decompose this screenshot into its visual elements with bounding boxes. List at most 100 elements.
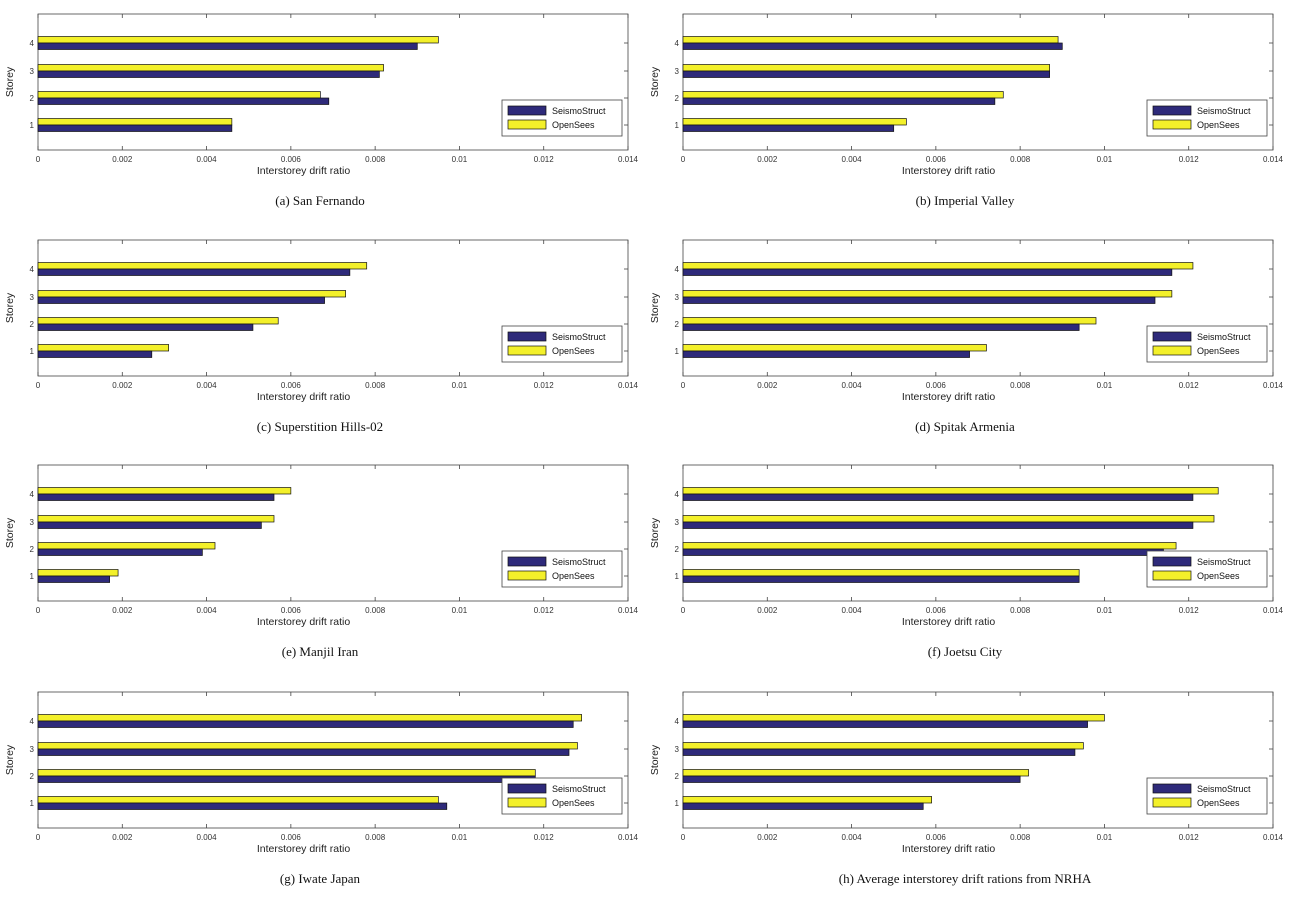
x-tick-label: 0.004 <box>197 381 218 390</box>
legend-swatch <box>507 105 547 116</box>
bar-opensees-storey-4 <box>682 262 1194 270</box>
x-tick-label: 0.014 <box>1263 833 1284 842</box>
y-tick-label: 3 <box>30 745 35 754</box>
x-tick-label: 0.006 <box>926 381 947 390</box>
bar-opensees-storey-1 <box>682 796 932 804</box>
bar-seismostruct-storey-2 <box>37 775 536 783</box>
legend-entry: OpenSees <box>1197 798 1240 808</box>
chart-panel: 0 0.002 0.004 0.006 0.008 0.01 0.012 0.014 1 2 3 4 I… <box>645 680 1285 902</box>
axes-frame <box>37 13 629 151</box>
axes-frame <box>37 239 629 377</box>
bar-seismostruct-storey-2 <box>682 775 1021 783</box>
x-tick-label: 0.006 <box>926 155 947 164</box>
x-tick-label: 0.01 <box>452 381 468 390</box>
bar-seismostruct-storey-2 <box>682 97 996 105</box>
x-tick-label: 0.002 <box>757 381 778 390</box>
bar-opensees-storey-3 <box>682 290 1173 298</box>
legend-entry: SeismoStruct <box>552 784 606 794</box>
bar-opensees-storey-4 <box>682 487 1219 495</box>
bar-seismostruct-storey-1 <box>37 124 233 132</box>
x-tick-label: 0.002 <box>112 606 133 615</box>
y-tick-label: 2 <box>30 545 35 554</box>
legend-entry: SeismoStruct <box>1197 106 1251 116</box>
x-tick-label: 0.012 <box>534 606 555 615</box>
legend-entry: SeismoStruct <box>552 332 606 342</box>
figure-caption: (b) Imperial Valley <box>915 193 1015 208</box>
bar-opensees-storey-1 <box>37 796 439 804</box>
y-tick-label: 1 <box>675 572 680 581</box>
bar-seismostruct-storey-1 <box>682 802 924 810</box>
bar-chart-svg: 0 0.002 0.004 0.006 0.008 0.01 0.012 0.014 1 2 3 4 I… <box>4 464 639 628</box>
x-axis-label: Interstorey drift ratio <box>257 616 351 628</box>
x-tick-label: 0.002 <box>757 606 778 615</box>
x-tick-label: 0.002 <box>112 833 133 842</box>
bar-opensees-storey-2 <box>682 769 1029 777</box>
x-tick-label: 0.014 <box>1263 606 1284 615</box>
x-tick-label: 0.002 <box>757 833 778 842</box>
x-tick-label: 0.004 <box>842 606 863 615</box>
legend: SeismoStruct OpenSees <box>501 325 623 363</box>
legend-swatch <box>507 331 547 342</box>
bar-opensees-storey-3 <box>682 64 1050 72</box>
x-tick-label: 0.012 <box>1179 606 1200 615</box>
x-tick-label: 0.014 <box>1263 155 1284 164</box>
bar-seismostruct-storey-4 <box>682 493 1194 501</box>
x-tick-label: 0.014 <box>1263 381 1284 390</box>
legend-swatch <box>507 345 547 356</box>
y-tick-label: 3 <box>30 518 35 527</box>
y-tick-label: 2 <box>675 94 680 103</box>
y-tick-label: 4 <box>30 490 35 499</box>
y-axis-label: Storey <box>4 744 16 775</box>
x-tick-label: 0.014 <box>618 381 639 390</box>
figure-caption: (d) Spitak Armenia <box>915 419 1015 434</box>
x-tick-label: 0.008 <box>365 155 386 164</box>
bar-opensees-storey-3 <box>682 742 1084 750</box>
y-tick-label: 1 <box>30 799 35 808</box>
x-tick-label: 0.012 <box>534 833 555 842</box>
x-axis-label: Interstorey drift ratio <box>257 843 351 855</box>
bar-opensees-storey-2 <box>37 542 216 550</box>
x-axis-label: Interstorey drift ratio <box>902 391 996 403</box>
bar-opensees-storey-4 <box>682 714 1105 722</box>
bar-chart-svg: 0 0.002 0.004 0.006 0.008 0.01 0.012 0.014 1 2 3 4 I… <box>4 13 639 177</box>
bar-opensees-storey-3 <box>37 515 275 523</box>
bar-opensees-storey-2 <box>682 317 1097 325</box>
bar-chart-svg: 0 0.002 0.004 0.006 0.008 0.01 0.012 0.014 1 2 3 4 I… <box>649 239 1284 403</box>
legend-swatch <box>1152 570 1192 581</box>
y-tick-label: 2 <box>30 94 35 103</box>
legend-swatch <box>507 119 547 130</box>
bar-chart-svg: 0 0.002 0.004 0.006 0.008 0.01 0.012 0.014 1 2 3 4 I… <box>649 464 1284 628</box>
legend-entry: SeismoStruct <box>1197 784 1251 794</box>
chart-panel: 0 0.002 0.004 0.006 0.008 0.01 0.012 0.014 1 2 3 4 I… <box>0 453 640 675</box>
x-tick-label: 0.01 <box>1097 833 1113 842</box>
y-tick-label: 1 <box>30 347 35 356</box>
legend-swatch <box>1152 331 1192 342</box>
y-tick-label: 1 <box>30 121 35 130</box>
legend: SeismoStruct OpenSees <box>1146 99 1268 137</box>
x-tick-label: 0.012 <box>1179 381 1200 390</box>
chart-panel: 0 0.002 0.004 0.006 0.008 0.01 0.012 0.014 1 2 3 4 I… <box>645 453 1285 675</box>
axes-frame <box>37 691 629 829</box>
legend-entry: OpenSees <box>552 798 595 808</box>
x-tick-label: 0.006 <box>281 606 302 615</box>
bar-opensees-storey-2 <box>37 769 536 777</box>
bar-seismostruct-storey-1 <box>682 575 1080 583</box>
bar-seismostruct-storey-1 <box>37 802 448 810</box>
bar-opensees-storey-2 <box>37 317 279 325</box>
bar-seismostruct-storey-2 <box>682 548 1164 556</box>
axes-frame <box>682 239 1274 377</box>
bar-seismostruct-storey-3 <box>682 70 1050 78</box>
y-tick-label: 3 <box>675 745 680 754</box>
y-tick-label: 3 <box>675 293 680 302</box>
chart-panel: 0 0.002 0.004 0.006 0.008 0.01 0.012 0.014 1 2 3 4 I… <box>0 680 640 902</box>
legend-entry: OpenSees <box>552 571 595 581</box>
x-tick-label: 0 <box>36 381 41 390</box>
legend-entry: SeismoStruct <box>552 106 606 116</box>
y-axis-label: Storey <box>649 66 661 97</box>
legend-entry: SeismoStruct <box>1197 332 1251 342</box>
bar-seismostruct-storey-4 <box>682 268 1173 276</box>
y-tick-label: 2 <box>30 320 35 329</box>
x-tick-label: 0 <box>36 833 41 842</box>
bar-opensees-storey-1 <box>682 118 907 126</box>
bar-seismostruct-storey-3 <box>37 70 380 78</box>
